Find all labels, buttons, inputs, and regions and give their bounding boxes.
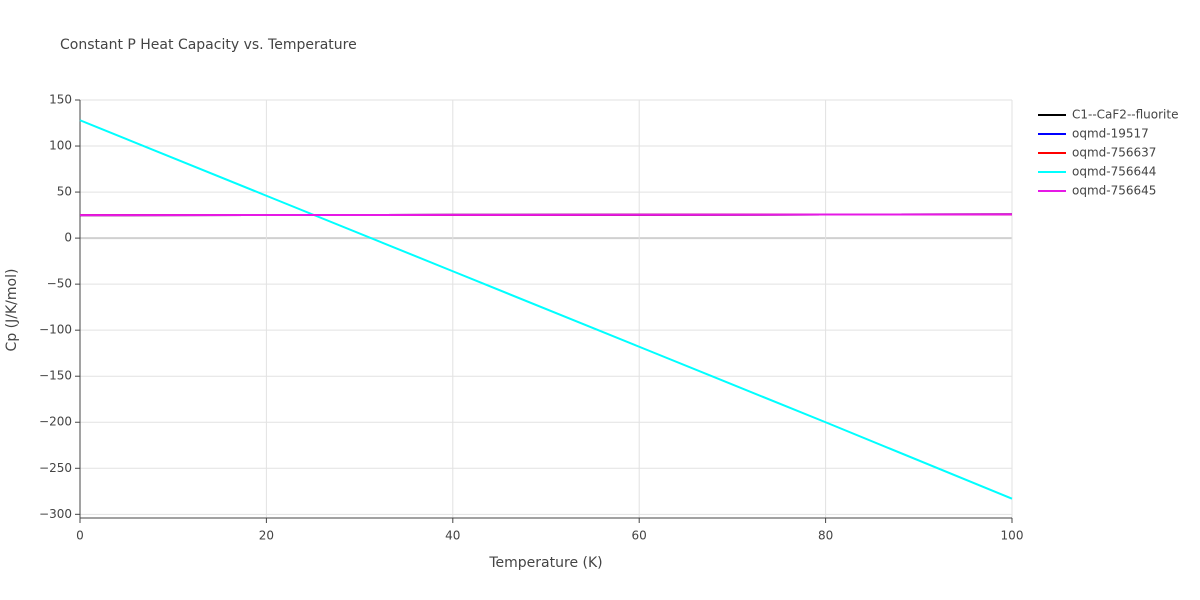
y-tick-label: 0 — [64, 231, 72, 245]
x-tick-label: 80 — [818, 529, 833, 543]
x-tick-label: 20 — [259, 529, 274, 543]
legend-label: oqmd-756644 — [1072, 165, 1156, 179]
chart-title: Constant P Heat Capacity vs. Temperature — [60, 37, 357, 53]
y-tick-label: 150 — [49, 93, 72, 107]
x-tick-label: 60 — [632, 529, 647, 543]
y-axis-title: Cp (J/K/mol) — [4, 269, 20, 352]
y-tick-label: 50 — [57, 185, 72, 199]
y-tick-label: −200 — [39, 415, 72, 429]
y-tick-label: −100 — [39, 323, 72, 337]
y-tick-label: 100 — [49, 139, 72, 153]
y-tick-label: −250 — [39, 461, 72, 475]
series-line — [79, 213, 1013, 217]
legend-label: oqmd-756645 — [1072, 184, 1156, 198]
series-line — [79, 119, 1013, 500]
x-tick-label: 0 — [76, 529, 84, 543]
y-tick-label: −150 — [39, 369, 72, 383]
legend-label: oqmd-756637 — [1072, 146, 1156, 160]
y-tick-label: −50 — [47, 277, 72, 291]
x-tick-label: 40 — [445, 529, 460, 543]
legend-label: C1--CaF2--fluorite — [1072, 108, 1178, 122]
x-axis-title: Temperature (K) — [488, 555, 602, 571]
legend-label: oqmd-19517 — [1072, 127, 1149, 141]
x-tick-label: 100 — [1001, 529, 1024, 543]
y-tick-label: −300 — [39, 507, 72, 521]
